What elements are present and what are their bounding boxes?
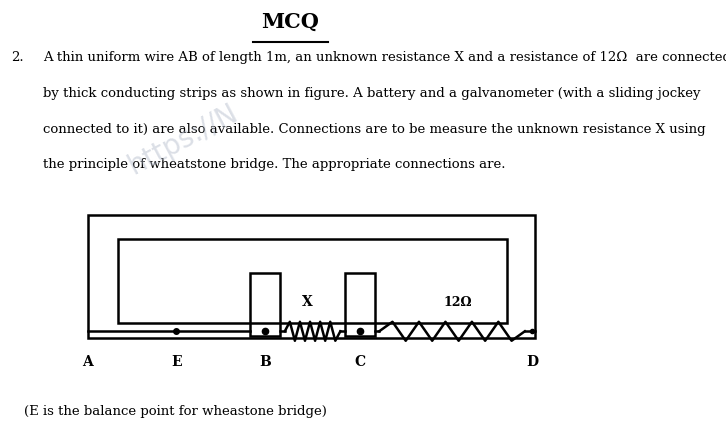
- Text: C: C: [354, 355, 365, 369]
- Text: connected to it) are also available. Connections are to be measure the unknown r: connected to it) are also available. Con…: [43, 122, 706, 135]
- Bar: [250, 273, 280, 336]
- Bar: [345, 273, 375, 336]
- Bar: [88, 215, 535, 338]
- Text: (E is the balance point for wheastone bridge): (E is the balance point for wheastone br…: [24, 404, 327, 418]
- Text: the principle of wheatstone bridge. The appropriate connections are.: the principle of wheatstone bridge. The …: [43, 158, 505, 171]
- Text: A: A: [82, 355, 93, 369]
- Text: https://N: https://N: [123, 99, 243, 180]
- Bar: [118, 239, 507, 322]
- Text: 12Ω: 12Ω: [444, 296, 472, 309]
- Text: B: B: [259, 355, 272, 369]
- Text: by thick conducting strips as shown in figure. A battery and a galvanometer (wit: by thick conducting strips as shown in f…: [43, 87, 701, 100]
- Text: D: D: [526, 355, 538, 369]
- Text: A thin uniform wire AB of length 1m, an unknown resistance X and a resistance of: A thin uniform wire AB of length 1m, an …: [43, 51, 726, 64]
- Text: X: X: [301, 295, 312, 309]
- Text: E: E: [171, 355, 182, 369]
- Text: MCQ: MCQ: [261, 12, 319, 32]
- Text: 2.: 2.: [12, 51, 24, 64]
